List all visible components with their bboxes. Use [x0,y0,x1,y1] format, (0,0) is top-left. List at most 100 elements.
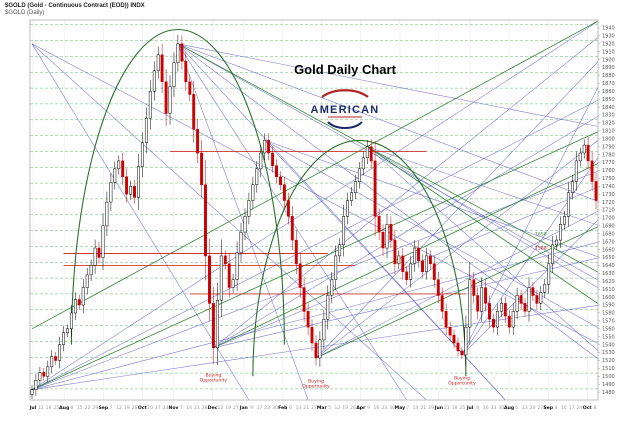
svg-text:12: 12 [334,405,340,411]
svg-text:1480: 1480 [602,390,615,396]
svg-text:Jul: Jul [29,405,37,411]
svg-text:20: 20 [530,405,536,411]
price-axis-labels: 1480 1490 1500 1510 1520 1530 1540 1550 15601570… [598,26,615,396]
svg-text:17: 17 [256,405,262,411]
svg-text:28: 28 [202,405,208,411]
svg-text:1560: 1560 [602,326,615,332]
svg-text:1650: 1650 [535,231,547,237]
svg-text:19: 19 [342,405,348,411]
svg-text:1620: 1620 [602,279,615,285]
gann-arcs [70,29,467,377]
svg-text:1570: 1570 [602,319,615,325]
svg-text:Dec: Dec [208,405,218,411]
svg-text:30: 30 [498,405,504,411]
svg-text:Jan: Jan [239,405,248,411]
svg-text:Sep: Sep [543,405,553,411]
green-dashed-levels [30,24,598,390]
svg-text:1860: 1860 [602,89,615,95]
svg-text:1690: 1690 [602,224,615,230]
svg-text:1550: 1550 [602,334,615,340]
svg-text:9: 9 [367,405,370,411]
svg-text:30: 30 [389,405,395,411]
svg-text:1710: 1710 [602,208,615,214]
svg-text:12: 12 [217,405,223,411]
svg-text:9: 9 [476,405,479,411]
svg-text:Oct: Oct [138,405,148,411]
svg-text:5: 5 [328,405,331,411]
svg-text:19: 19 [225,405,231,411]
svg-text:1780: 1780 [602,152,615,158]
svg-text:23: 23 [381,405,387,411]
svg-text:1610: 1610 [602,287,615,293]
svg-text:6: 6 [515,405,518,411]
svg-text:Oct: Oct [583,405,593,411]
svg-text:1490: 1490 [602,382,615,388]
svg-text:8: 8 [594,405,597,411]
svg-text:1830: 1830 [602,113,615,119]
svg-text:1510: 1510 [602,366,615,372]
svg-text:12: 12 [116,405,122,411]
svg-text:25: 25 [459,405,465,411]
month-gridlines [32,20,588,400]
svg-text:9: 9 [250,405,253,411]
svg-text:1588: 1588 [535,246,547,252]
svg-text:1840: 1840 [602,105,615,111]
svg-text:1940: 1940 [602,26,615,32]
svg-text:26: 26 [132,405,138,411]
svg-text:7: 7 [406,405,409,411]
svg-text:Apr: Apr [356,405,366,411]
annotations: Buying Opportunity Buying Opportunity Buying… [200,231,547,389]
svg-text:29: 29 [428,405,434,411]
svg-text:1680: 1680 [602,231,615,237]
svg-text:Jul: Jul [466,405,474,411]
svg-text:21: 21 [194,405,200,411]
svg-text:14: 14 [413,405,419,411]
svg-text:24: 24 [163,405,169,411]
svg-text:18: 18 [452,405,458,411]
svg-text:1700: 1700 [602,216,615,222]
svg-text:7: 7 [180,405,183,411]
svg-text:Aug: Aug [59,405,69,411]
svg-text:1530: 1530 [602,350,615,356]
svg-text:1650: 1650 [602,255,615,261]
svg-text:Jun: Jun [434,405,443,411]
svg-text:23: 23 [264,405,270,411]
svg-text:1810: 1810 [602,129,615,135]
svg-text:21: 21 [303,405,309,411]
svg-text:Nov: Nov [169,405,179,411]
svg-text:1640: 1640 [602,263,615,269]
svg-text:27: 27 [537,405,543,411]
svg-text:1790: 1790 [602,144,615,150]
svg-text:1630: 1630 [602,271,615,277]
blue-fan-lines [31,20,598,400]
svg-text:1920: 1920 [602,42,615,48]
svg-text:10: 10 [561,405,567,411]
svg-text:1740: 1740 [602,184,615,190]
svg-text:6: 6 [289,405,292,411]
svg-text:1770: 1770 [602,160,615,166]
candlesticks [30,34,598,399]
svg-text:Feb: Feb [278,405,288,411]
svg-text:15: 15 [77,405,83,411]
svg-text:26: 26 [350,405,356,411]
plot-border [29,19,599,401]
svg-text:21: 21 [420,405,426,411]
svg-text:1660: 1660 [602,247,615,253]
svg-text:1500: 1500 [602,374,615,380]
svg-text:1540: 1540 [602,342,615,348]
svg-text:1850: 1850 [602,97,615,103]
svg-text:1670: 1670 [602,239,615,245]
svg-text:25: 25 [53,405,59,411]
svg-text:1730: 1730 [602,192,615,198]
svg-text:23: 23 [491,405,497,411]
svg-text:1870: 1870 [602,81,615,87]
svg-text:14: 14 [186,405,192,411]
svg-text:Mar: Mar [317,405,328,411]
svg-text:29: 29 [92,405,98,411]
svg-text:22: 22 [85,405,91,411]
